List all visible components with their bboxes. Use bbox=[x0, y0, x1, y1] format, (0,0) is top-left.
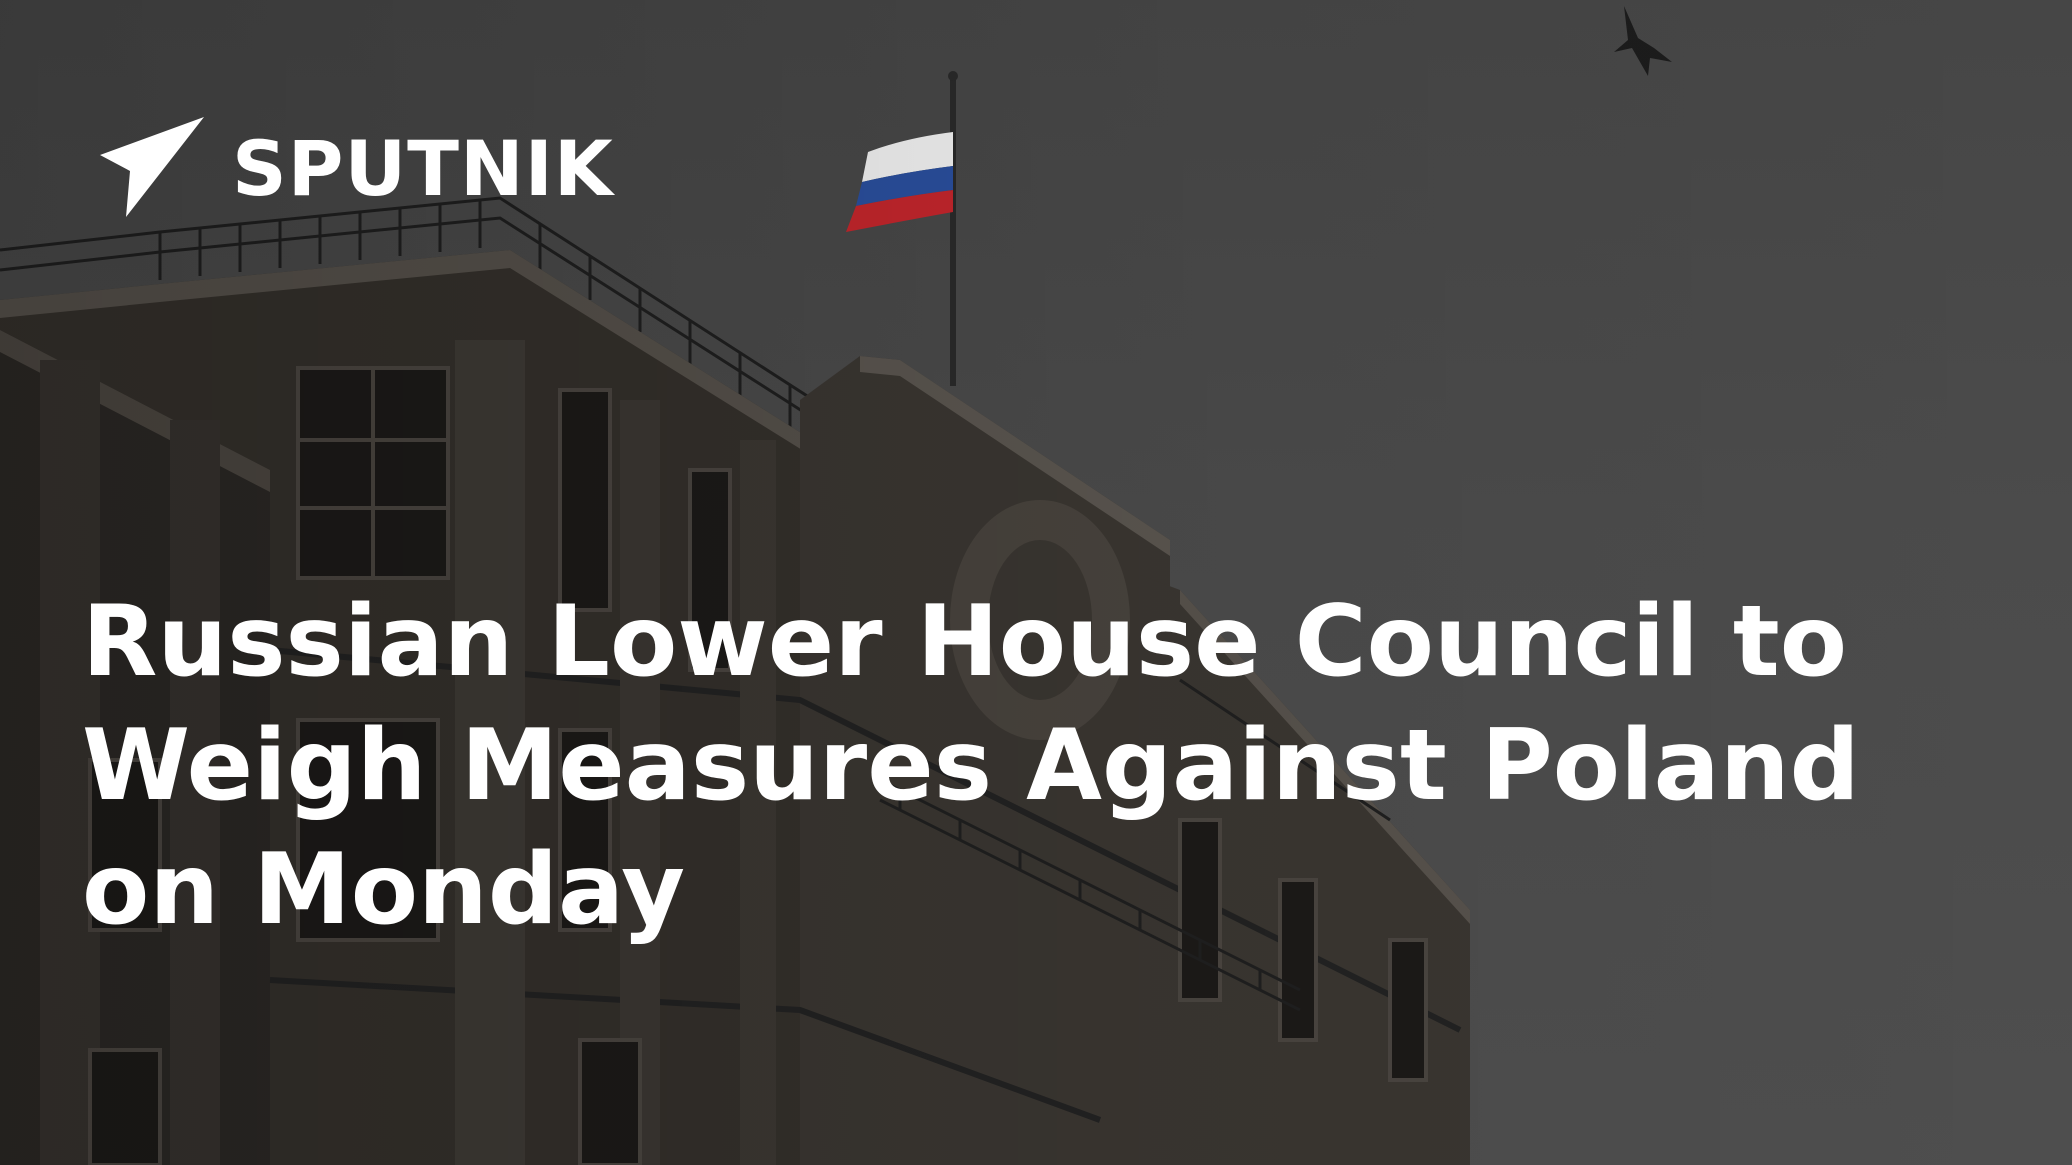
sputnik-logo[interactable]: SPUTNIK bbox=[100, 114, 614, 224]
emblem-relief bbox=[950, 500, 1130, 740]
windows bbox=[88, 366, 1428, 1165]
logo-wordmark: SPUTNIK bbox=[232, 124, 614, 213]
headline-line-2: Weigh Measures Against Poland bbox=[82, 709, 1860, 823]
flag bbox=[846, 71, 958, 386]
sputnik-triangle-icon bbox=[100, 117, 204, 217]
roof-railing bbox=[0, 196, 861, 450]
headline-line-1: Russian Lower House Council to bbox=[82, 585, 1848, 699]
balcony-railing bbox=[879, 678, 1391, 1012]
bird-icon bbox=[1614, 6, 1672, 76]
headline-line-3: on Monday bbox=[82, 833, 685, 947]
headline: Russian Lower House Council to Weigh Mea… bbox=[82, 580, 1982, 952]
